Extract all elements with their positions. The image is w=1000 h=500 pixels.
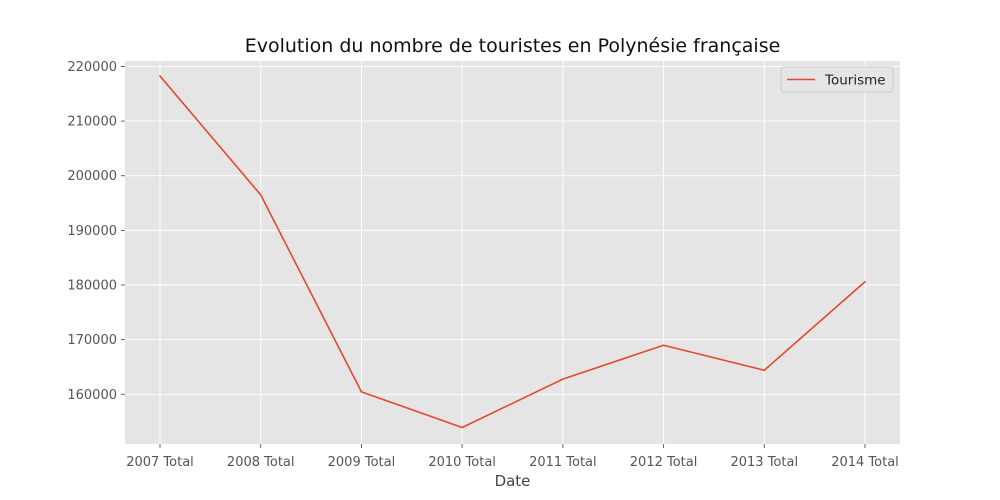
data-point: [763, 369, 766, 372]
x-tick-label: 2013 Total: [730, 455, 798, 470]
x-tick-label: 2010 Total: [428, 455, 496, 470]
y-tick-label: 190000: [67, 224, 117, 239]
legend-box: [780, 66, 894, 93]
x-tick-label: 2009 Total: [328, 455, 396, 470]
y-tick-label: 180000: [67, 279, 117, 294]
data-point: [562, 378, 564, 380]
series-line-tourisme: [159, 75, 866, 429]
x-tick-label: 2008 Total: [227, 455, 295, 470]
y-tick-label: 170000: [67, 333, 117, 348]
chart-title: Evolution du nombre de touristes en Poly…: [245, 35, 781, 57]
x-tick-label: 2007 Total: [126, 455, 194, 470]
axes: 160000 170000 180000 190000 200000 210000 2200…: [67, 60, 898, 470]
series-layer: [159, 75, 866, 429]
y-tick-label: 220000: [67, 60, 117, 75]
y-tick-label: 200000: [67, 169, 117, 184]
data-point: [159, 75, 161, 77]
grid-lines: [125, 61, 900, 444]
x-axis-label: Date: [495, 472, 531, 490]
x-tick-label: 2012 Total: [630, 455, 698, 470]
legend-label-tourisme: Tourisme: [824, 73, 886, 89]
y-tick-label: 210000: [67, 115, 117, 130]
x-tick-label: 2014 Total: [831, 455, 899, 470]
y-tick-label: 160000: [67, 388, 117, 403]
data-point: [360, 391, 363, 393]
legend: Tourisme: [780, 66, 894, 93]
plot-area: [125, 61, 900, 444]
data-point: [259, 194, 262, 196]
data-point: [461, 426, 463, 429]
data-point: [864, 280, 866, 283]
data-point: [662, 344, 665, 347]
x-tick-label: 2011 Total: [529, 455, 597, 470]
